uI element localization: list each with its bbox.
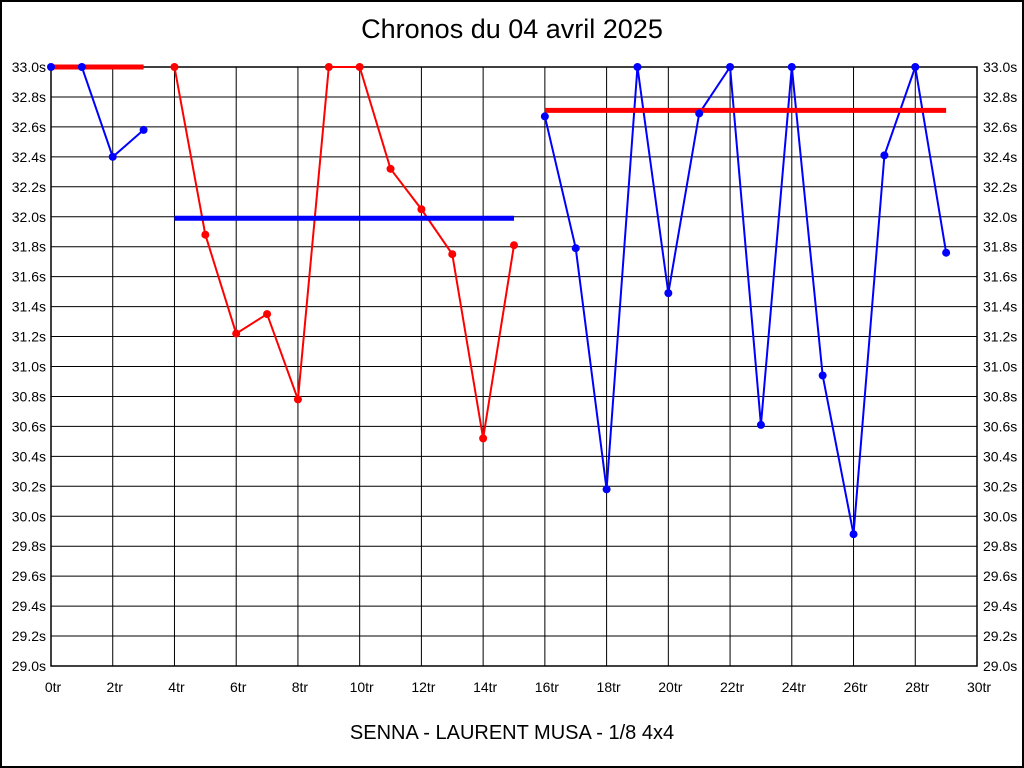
y-axis-label-left: 33.0s [12, 59, 46, 75]
data-point-stint-1-blue-lap-3 [139, 125, 148, 134]
x-axis-label: 22tr [720, 679, 744, 695]
y-axis-label-right: 31.4s [983, 299, 1017, 315]
y-axis-label-left: 30.8s [12, 388, 46, 404]
y-axis-label-left: 32.0s [12, 209, 46, 225]
x-axis-label: 26tr [843, 679, 867, 695]
y-axis-label-right: 30.2s [983, 478, 1017, 494]
data-point-stint-2-red-lap-9 [324, 63, 333, 71]
data-point-stint-2-red-lap-15 [510, 241, 518, 250]
y-axis-label-left: 31.8s [12, 239, 46, 255]
data-point-stint-2-red-lap-7 [263, 310, 272, 319]
series-line-stint-1-blue [51, 66, 145, 159]
data-point-stint-3-blue-lap-16 [540, 112, 549, 121]
data-point-stint-1-blue-lap-2 [108, 152, 117, 161]
data-point-stint-2-red-lap-10 [355, 63, 364, 71]
y-axis-label-right: 32.8s [983, 89, 1017, 105]
y-axis-label-right: 30.4s [983, 448, 1017, 464]
y-axis-label-left: 32.2s [12, 179, 46, 195]
y-axis-label-left: 29.2s [12, 628, 46, 644]
data-point-stint-3-blue-lap-22 [726, 63, 735, 71]
y-axis-label-right: 32.6s [983, 119, 1017, 135]
data-point-stint-3-blue-lap-29 [942, 248, 951, 257]
data-point-stint-3-blue-lap-18 [602, 485, 611, 494]
data-point-stint-2-red-lap-12 [417, 205, 426, 214]
x-axis-label: 10tr [350, 679, 374, 695]
x-axis-label: 0tr [45, 679, 62, 695]
y-axis-label-right: 32.0s [983, 209, 1017, 225]
x-axis-label: 30tr [967, 679, 991, 695]
y-axis-label-left: 32.8s [12, 89, 46, 105]
y-axis-label-right: 32.2s [983, 179, 1017, 195]
x-axis-label: 28tr [905, 679, 929, 695]
x-axis-label: 4tr [168, 679, 185, 695]
x-axis-label: 6tr [230, 679, 247, 695]
x-axis-label: 24tr [782, 679, 806, 695]
data-point-stint-3-blue-lap-19 [633, 63, 642, 71]
y-axis-label-left: 29.4s [12, 598, 46, 614]
data-point-stint-2-red-lap-4 [170, 63, 179, 71]
y-axis-label-right: 31.6s [983, 269, 1017, 285]
data-point-stint-3-blue-lap-20 [664, 289, 673, 298]
y-axis-label-left: 31.6s [12, 269, 46, 285]
y-axis-label-left: 32.6s [12, 119, 46, 135]
data-point-stint-3-blue-lap-24 [787, 63, 796, 71]
y-axis-label-left: 30.4s [12, 448, 46, 464]
data-point-stint-3-blue-lap-17 [571, 244, 580, 253]
y-axis-label-right: 30.6s [983, 418, 1017, 434]
x-axis-label: 2tr [107, 679, 124, 695]
data-point-stint-2-red-lap-5 [201, 230, 210, 239]
y-axis-label-left: 31.2s [12, 329, 46, 345]
data-point-stint-3-blue-lap-21 [695, 109, 704, 118]
y-axis-label-right: 31.8s [983, 239, 1017, 255]
y-axis-label-right: 30.0s [983, 508, 1017, 524]
data-point-stint-3-blue-lap-27 [880, 151, 889, 160]
y-axis-label-right: 29.2s [983, 628, 1017, 644]
y-axis-label-left: 32.4s [12, 149, 46, 165]
y-axis-label-right: 30.8s [983, 388, 1017, 404]
x-axis-label: 16tr [535, 679, 559, 695]
data-point-stint-1-blue-lap-1 [77, 63, 86, 71]
series-line-stint-2-red [173, 66, 515, 439]
data-point-stint-2-red-lap-13 [448, 250, 457, 259]
x-axis-label: 12tr [411, 679, 435, 695]
y-axis-label-left: 31.0s [12, 359, 46, 375]
y-axis-label-right: 29.4s [983, 598, 1017, 614]
y-axis-label-left: 30.2s [12, 478, 46, 494]
chart-caption: SENNA - LAURENT MUSA - 1/8 4x4 [349, 722, 675, 744]
x-axis-label: 8tr [292, 679, 309, 695]
y-axis-label-right: 31.0s [983, 359, 1017, 375]
y-axis-label-right: 29.8s [983, 538, 1017, 554]
data-point-stint-3-blue-lap-23 [756, 420, 765, 429]
y-axis-label-right: 31.2s [983, 329, 1017, 345]
y-axis-label-left: 30.6s [12, 418, 46, 434]
x-axis-label: 14tr [473, 679, 497, 695]
data-point-stint-3-blue-lap-26 [849, 530, 858, 539]
data-point-stint-2-red-lap-8 [293, 395, 302, 404]
series-line-stint-3-blue [543, 64, 948, 535]
y-axis-label-right: 29.6s [983, 568, 1017, 584]
chart-title: Chronos du 04 avril 2025 [361, 14, 663, 44]
y-axis-label-right: 32.4s [983, 149, 1017, 165]
y-axis-label-left: 29.8s [12, 538, 46, 554]
y-axis-label-left: 31.4s [12, 299, 46, 315]
x-axis-label: 18tr [597, 679, 621, 695]
data-point-stint-2-red-lap-11 [386, 164, 395, 173]
y-axis-label-left: 29.0s [12, 658, 46, 674]
plot-border [50, 66, 978, 667]
data-point-stint-3-blue-lap-28 [911, 63, 920, 71]
data-point-stint-1-blue-lap-0 [47, 63, 55, 71]
y-axis-label-left: 29.6s [12, 568, 46, 584]
data-point-stint-2-red-lap-6 [232, 329, 241, 338]
y-axis-label-left: 30.0s [12, 508, 46, 524]
y-axis-label-right: 29.0s [983, 658, 1017, 674]
x-axis-label: 20tr [658, 679, 682, 695]
data-point-stint-3-blue-lap-25 [818, 371, 827, 380]
y-axis-label-right: 33.0s [983, 59, 1017, 75]
data-point-stint-2-red-lap-14 [479, 434, 488, 443]
